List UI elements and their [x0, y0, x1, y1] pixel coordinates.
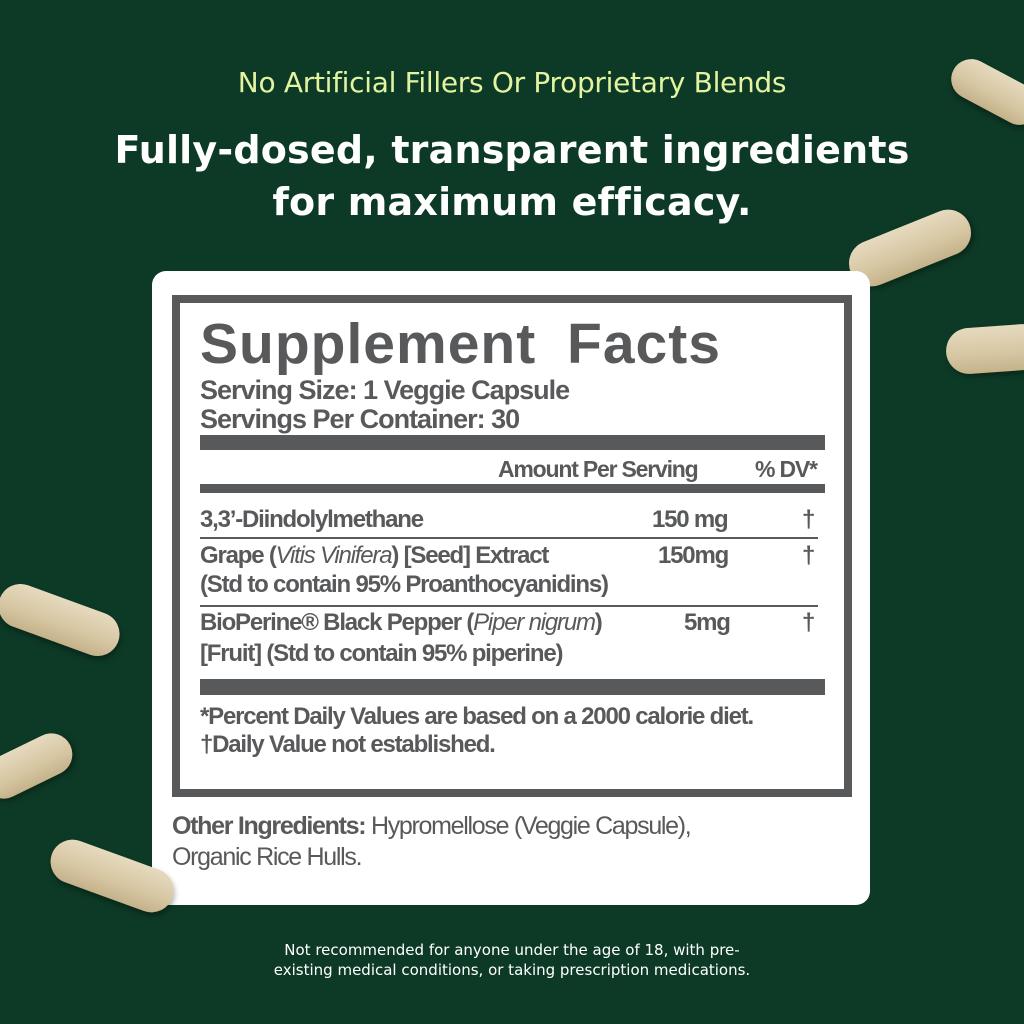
ingredient-name: Grape (Vitis Vinifera) [Seed] Extract [200, 541, 549, 571]
capsule-image [0, 726, 80, 806]
divider-bar [200, 435, 825, 450]
disclaimer-line-2: existing medical conditions, or taking p… [273, 961, 751, 979]
text: ) [594, 609, 603, 636]
col-amount-header: Amount Per Serving [498, 456, 699, 482]
latin-name: Vitis Vinifera [275, 542, 393, 569]
headline-line-1: Fully-dosed, transparent ingredients [114, 128, 910, 172]
capsule-image [944, 322, 1024, 376]
disclaimer-line-1: Not recommended for anyone under the age… [284, 941, 740, 959]
col-dv-header: % DV* [755, 456, 818, 482]
supplement-card: Supplement Facts Serving Size: 1 Veggie … [152, 271, 870, 905]
ingredient-amount: 150 mg [652, 506, 729, 533]
ingredient-dv: † [802, 542, 816, 569]
ingredient-amount: 5mg [684, 609, 731, 636]
row-divider [200, 605, 818, 607]
ingredient-dv: † [802, 609, 816, 636]
text: ) [Seed] Extract [391, 542, 549, 569]
ingredient-name: 3,3’-Diindolylmethane [200, 506, 424, 533]
ingredient-name: BioPerine® Black Pepper (Piper nigrum) [200, 608, 603, 638]
ingredient-dv: † [802, 506, 816, 533]
divider-bar [200, 679, 825, 695]
footnote-dv: *Percent Daily Values are based on a 200… [200, 703, 754, 730]
other-ingredients: Other Ingredients: Hypromellose (Veggie … [172, 811, 692, 873]
capsule-image [0, 577, 126, 663]
servings-per-container: Servings Per Container: 30 [200, 404, 520, 434]
facts-title: Supplement Facts [200, 312, 721, 376]
text: BioPerine® Black Pepper ( [200, 609, 474, 636]
other-ingredients-label: Other Ingredients: [172, 812, 367, 840]
other-ingredients-value: Hypromellose (Veggie Capsule), [365, 812, 692, 840]
latin-name: Piper nigrum [473, 609, 596, 636]
row-divider [200, 537, 818, 539]
tagline: No Artificial Fillers Or Proprietary Ble… [237, 66, 787, 99]
supplement-facts-panel: Supplement Facts Serving Size: 1 Veggie … [172, 295, 852, 797]
headline: Fully-dosed, transparent ingredients for… [0, 124, 1024, 228]
capsule-image [944, 52, 1024, 132]
disclaimer: Not recommended for anyone under the age… [0, 940, 1024, 980]
divider-bar [200, 484, 825, 493]
other-ingredients-value-2: Organic Rice Hulls. [172, 843, 363, 871]
serving-size: Serving Size: 1 Veggie Capsule [200, 375, 570, 405]
footnote-dagger: †Daily Value not established. [200, 731, 496, 758]
ingredient-amount: 150mg [658, 542, 729, 569]
ingredient-detail: (Std to contain 95% Proanthocyanidins) [200, 571, 609, 598]
headline-line-2: for maximum efficacy. [272, 180, 752, 224]
ingredient-detail: [Fruit] (Std to contain 95% piperine) [200, 640, 563, 667]
text: Grape ( [200, 542, 277, 569]
